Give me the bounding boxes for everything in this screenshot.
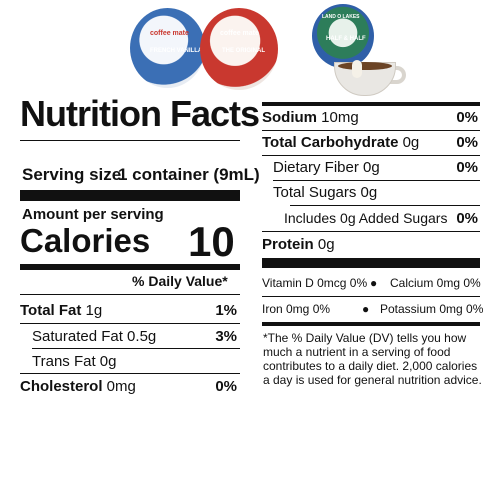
daily-value-header: % Daily Value* <box>132 273 228 289</box>
nutrient-percent: 0% <box>456 210 478 227</box>
nutrient-name: Total Fat <box>20 302 82 319</box>
nutrient-name: Sodium <box>262 109 317 126</box>
divider <box>262 296 480 297</box>
nutrient-row-total-sugars: Total Sugars 0g <box>273 184 377 201</box>
daily-value-footnote: *The % Daily Value (DV) tells you how mu… <box>263 331 482 387</box>
divider <box>32 348 240 349</box>
amount-per-serving-label: Amount per serving <box>22 206 164 223</box>
serving-size-label: Serving size <box>22 165 122 184</box>
cup1-brand: coffee mate <box>150 30 189 37</box>
nutrient-percent: 1% <box>215 302 237 319</box>
divider <box>20 294 240 295</box>
cup1-flavor: FRENCH VANILLA <box>150 48 203 54</box>
bullet: ● <box>362 302 370 316</box>
nutrient-row-total-carbohydrate: Total Carbohydrate 0g <box>262 134 419 151</box>
divider <box>20 373 240 374</box>
nutrient-row-dietary-fiber: Dietary Fiber 0g <box>273 159 380 176</box>
nutrient-amount: 1g <box>81 302 103 319</box>
nutrient-row-sodium: Sodium 10mg <box>262 109 359 126</box>
nutrient-name: Cholesterol <box>20 378 103 395</box>
nutrient-amount: 0mg <box>102 378 136 395</box>
divider <box>20 323 240 324</box>
calories-value: 10 <box>188 218 235 265</box>
nutrient-amount: 0g <box>398 134 420 151</box>
nutrient-percent: 0% <box>215 378 237 395</box>
nutrient-amount: 0g <box>313 236 335 253</box>
creamer-pour <box>352 60 362 78</box>
product-image-strip: coffee mate FRENCH VANILLA coffee mate T… <box>0 0 500 100</box>
bullet: ● <box>370 276 378 290</box>
medium-divider <box>20 264 240 270</box>
thick-divider <box>20 190 240 201</box>
divider <box>262 155 480 156</box>
original-creamer-cup <box>200 8 278 90</box>
nutrient-amount: Saturated Fat 0.5g <box>32 328 157 345</box>
nutrient-row-saturated-fat: Saturated Fat 0.5g <box>32 328 156 345</box>
coffee-surface <box>338 62 392 70</box>
nutrient-row-protein: Protein 0g <box>262 236 335 253</box>
divider <box>262 322 480 326</box>
cup2-flavor: THE ORIGINAL <box>222 48 265 54</box>
nutrient-amount: Total Sugars 0g <box>273 184 378 201</box>
divider <box>20 140 240 141</box>
french-vanilla-creamer-cup <box>130 8 205 88</box>
nutrient-row-added-sugars: Includes 0g Added Sugars <box>284 210 447 226</box>
nutrient-row-trans-fat: Trans Fat 0g <box>32 353 116 370</box>
nutrient-percent: 3% <box>215 328 237 345</box>
serving-size-value: 1 container (9mL) <box>118 165 260 184</box>
cup2-brand: coffee mate <box>220 30 259 37</box>
nutrition-facts-title: Nutrition Facts <box>20 93 260 134</box>
nutrient-percent: 0% <box>456 134 478 151</box>
iron: Iron 0mg 0% <box>262 302 331 316</box>
divider <box>290 205 480 206</box>
half-and-half-cup <box>312 4 374 68</box>
nutrient-amount: Dietary Fiber 0g <box>273 159 380 176</box>
cup3-brand: LAND O LAKES <box>322 14 360 20</box>
nutrient-percent: 0% <box>456 109 478 126</box>
nutrient-row-total-fat: Total Fat 1g <box>20 302 102 319</box>
mug-handle <box>390 66 406 84</box>
thick-divider <box>262 258 480 268</box>
calories-label: Calories <box>20 222 151 259</box>
top-divider <box>262 102 480 106</box>
nutrient-amount: 10mg <box>317 109 359 126</box>
vitamin-d: Vitamin D 0mcg 0% <box>262 276 368 290</box>
nutrient-percent: 0% <box>456 159 478 176</box>
potassium: Potassium 0mg 0% <box>380 302 484 316</box>
nutrient-amount: Includes 0g Added Sugars <box>284 210 448 226</box>
nutrient-row-cholesterol: Cholesterol 0mg <box>20 378 136 395</box>
cup3-flavor: HALF & HALF <box>326 36 366 42</box>
divider <box>273 180 480 181</box>
nutrient-name: Protein <box>262 236 314 253</box>
nutrient-amount: Trans Fat 0g <box>32 353 117 370</box>
divider <box>262 231 480 232</box>
calcium: Calcium 0mg 0% <box>390 276 481 290</box>
divider <box>262 130 480 131</box>
nutrient-name: Total Carbohydrate <box>262 134 399 151</box>
